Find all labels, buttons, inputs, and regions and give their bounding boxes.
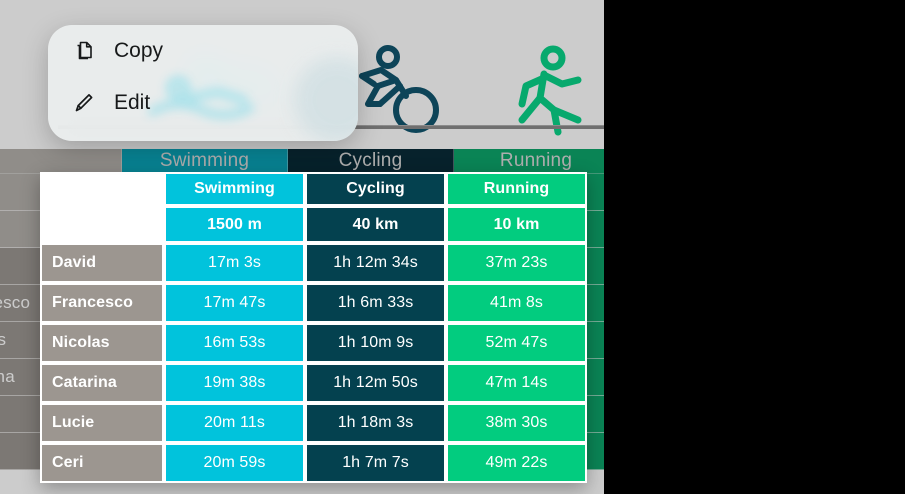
table-row: Ceri 20m 59s 1h 7m 7s 49m 22s [40, 443, 587, 483]
fg-cell-swimming[interactable]: 17m 47s [164, 283, 305, 323]
fg-header-swimming: Swimming [164, 172, 305, 206]
fg-cell-running[interactable]: 38m 30s [446, 403, 587, 443]
table-row: Nicolas 16m 53s 1h 10m 9s 52m 47s [40, 323, 587, 363]
fg-row-name[interactable]: Ceri [40, 443, 164, 483]
fg-cell-running[interactable]: 41m 8s [446, 283, 587, 323]
fg-cell-running[interactable]: 37m 23s [446, 243, 587, 283]
menu-item-edit-label: Edit [114, 91, 151, 114]
pencil-icon [72, 91, 96, 115]
cyclist-icon [348, 40, 444, 145]
fg-distance-swimming: 1500 m [164, 206, 305, 243]
fg-distance-cycling: 40 km [305, 206, 446, 243]
fg-row-name[interactable]: Francesco [40, 283, 164, 323]
menu-item-copy[interactable]: Copy [48, 25, 358, 77]
bg-group-cycling: Cycling [287, 148, 454, 174]
fg-cell-cycling[interactable]: 1h 12m 34s [305, 243, 446, 283]
table-row: Lucie 20m 11s 1h 18m 3s 38m 30s [40, 403, 587, 443]
fg-cell-cycling[interactable]: 1h 12m 50s [305, 363, 446, 403]
fg-row-name[interactable]: Lucie [40, 403, 164, 443]
fg-cell-running[interactable]: 47m 14s [446, 363, 587, 403]
fg-row-name[interactable]: Nicolas [40, 323, 164, 363]
floating-selected-table[interactable]: Swimming Cycling Running 1500 m 40 km 10… [40, 172, 587, 483]
fg-cell-cycling[interactable]: 1h 18m 3s [305, 403, 446, 443]
fg-cell-cycling[interactable]: 1h 7m 7s [305, 443, 446, 483]
table-row: Catarina 19m 38s 1h 12m 50s 47m 14s [40, 363, 587, 403]
fg-cell-cycling[interactable]: 1h 6m 33s [305, 283, 446, 323]
menu-item-copy-label: Copy [114, 39, 164, 62]
menu-item-edit[interactable]: Edit [48, 77, 358, 129]
runner-icon [500, 38, 592, 145]
fg-header-cycling: Cycling [305, 172, 446, 206]
table-row: David 17m 3s 1h 12m 34s 37m 23s [40, 243, 587, 283]
bg-group-running: Running [453, 148, 604, 174]
fg-header-row: Swimming Cycling Running [40, 172, 587, 206]
capture-gutter [604, 0, 905, 494]
fg-row-name[interactable]: David [40, 243, 164, 283]
fg-cell-swimming[interactable]: 17m 3s [164, 243, 305, 283]
fg-cell-swimming[interactable]: 16m 53s [164, 323, 305, 363]
fg-row-name[interactable]: Catarina [40, 363, 164, 403]
fg-corner-cell [40, 172, 164, 206]
fg-cell-running[interactable]: 49m 22s [446, 443, 587, 483]
table-row: Francesco 17m 47s 1h 6m 33s 41m 8s [40, 283, 587, 323]
fg-distance-row: 1500 m 40 km 10 km [40, 206, 587, 243]
document-canvas: Swimming Cycling Running Swimming Cyclin… [0, 0, 604, 494]
fg-corner-cell-2 [40, 206, 164, 243]
fg-cell-cycling[interactable]: 1h 10m 9s [305, 323, 446, 363]
context-menu[interactable]: Copy Edit [48, 25, 358, 141]
fg-cell-running[interactable]: 52m 47s [446, 323, 587, 363]
fg-cell-swimming[interactable]: 19m 38s [164, 363, 305, 403]
copy-icon [72, 39, 96, 63]
fg-header-running: Running [446, 172, 587, 206]
fg-distance-running: 10 km [446, 206, 587, 243]
fg-cell-swimming[interactable]: 20m 59s [164, 443, 305, 483]
table-group-header-row: Swimming Cycling Running [0, 148, 604, 174]
bg-group-swimming: Swimming [121, 148, 288, 174]
bg-corner-cell [0, 148, 122, 174]
fg-cell-swimming[interactable]: 20m 11s [164, 403, 305, 443]
